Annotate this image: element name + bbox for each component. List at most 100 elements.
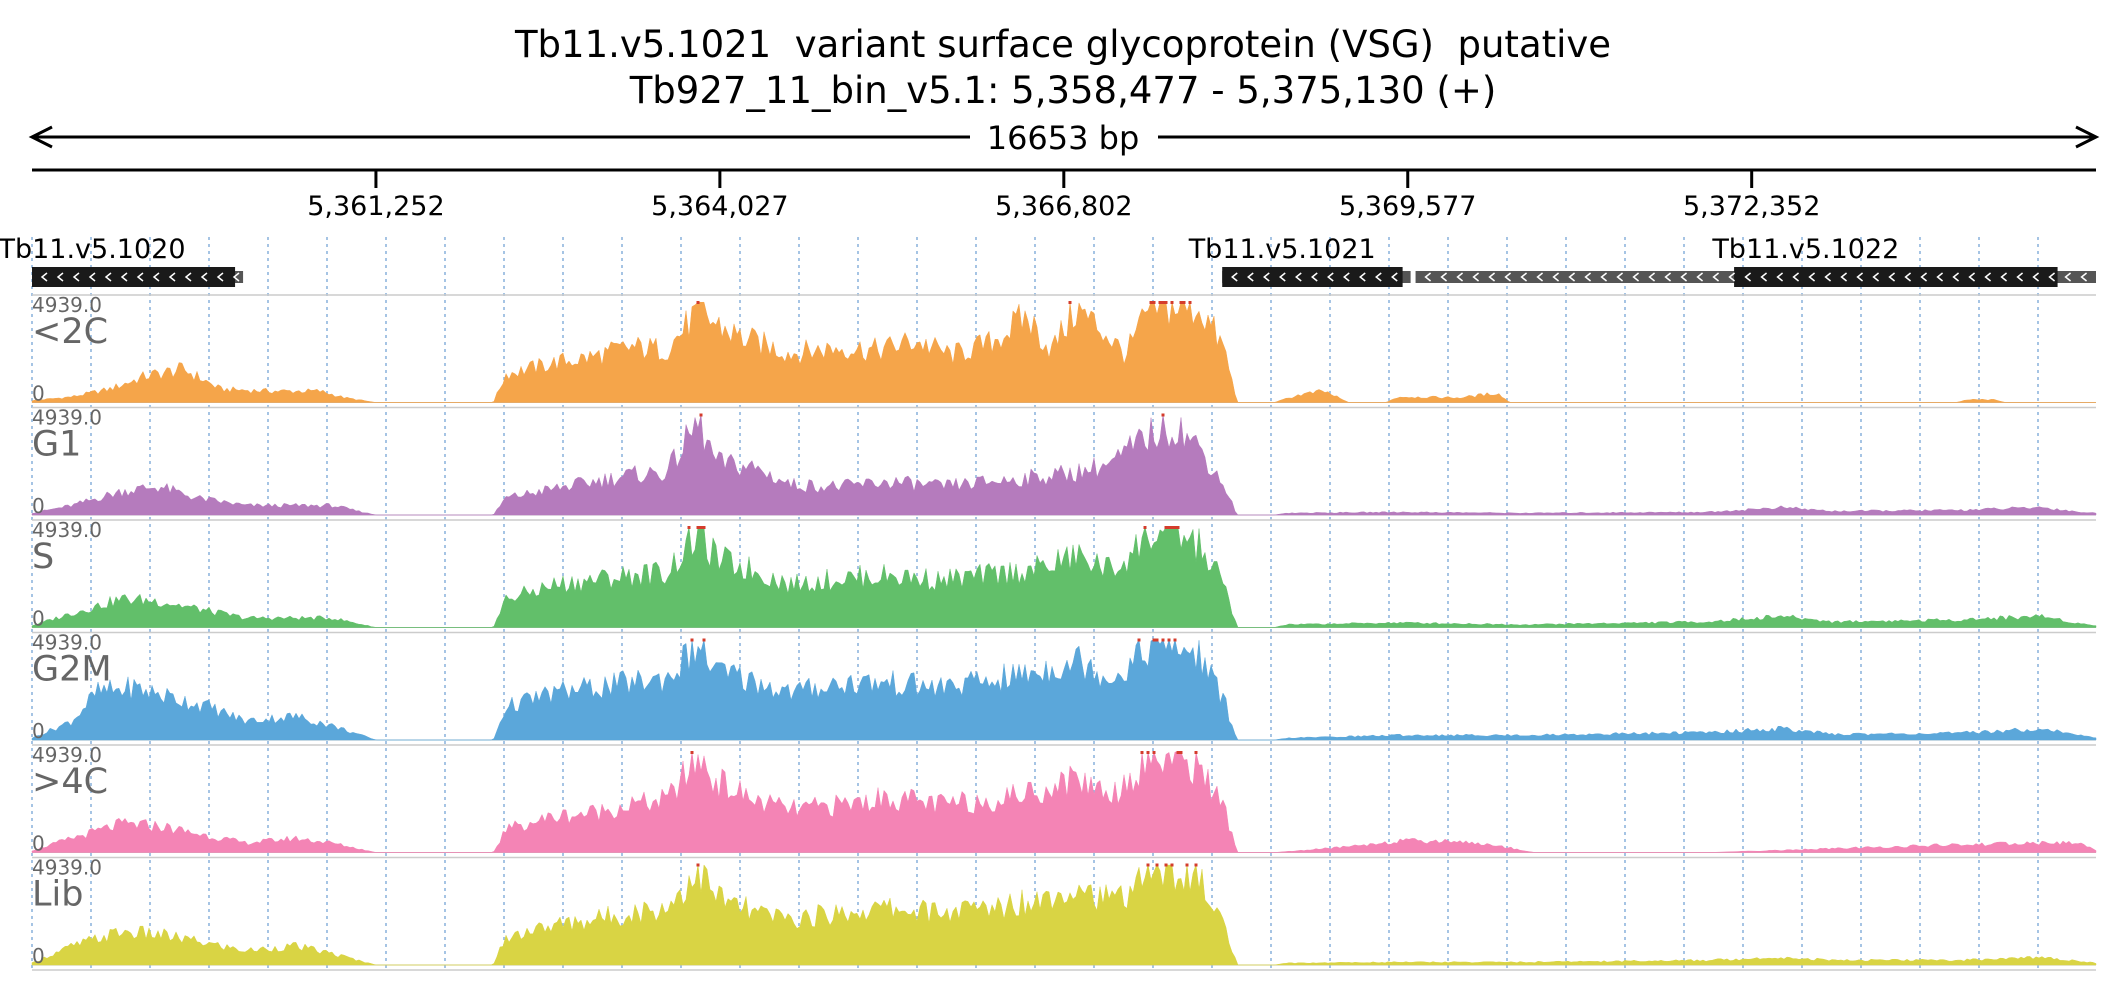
strand-chevron [1632,272,1640,282]
strand-chevron [216,272,224,282]
clip-indicator [702,526,706,529]
clip-indicator [1173,638,1177,642]
clip-indicator [1194,751,1198,754]
clip-indicator [690,751,694,754]
strand-chevron [1856,272,1864,282]
strand-chevron [1359,272,1366,282]
track-min-label: 0 [32,494,45,518]
track-max-label: 4939.0 [32,406,102,430]
strand-chevron [184,272,192,282]
ruler-tick-label: 5,372,352 [1683,191,1820,222]
strand-chevron [2048,272,2056,282]
ruler-tick-label: 5,361,252 [307,191,444,222]
strand-chevron [1247,272,1254,282]
strand-chevron [1664,272,1672,282]
strand-chevron [1456,272,1464,282]
strand-chevron [1760,272,1768,282]
strand-chevron [1888,272,1896,282]
track-max-label: 4939.0 [32,518,102,542]
clip-indicator [1173,526,1177,529]
strand-chevron [1712,272,1720,282]
strand-chevron [40,272,48,282]
strand-chevron [1984,272,1992,282]
strand-chevron [1920,272,1928,282]
gene-label: Tb11.v5.1020 [0,234,186,265]
coverage-area [31,301,2096,403]
strand-chevron [1375,272,1382,282]
coverage-area [31,863,2097,966]
clip-indicator [690,638,694,642]
clip-indicator [687,526,691,529]
clip-indicator [1152,638,1156,642]
gene-label: Tb11.v5.1021 [1188,234,1376,265]
strand-chevron [1968,272,1976,282]
strand-chevron [1327,272,1334,282]
strand-chevron [152,272,160,282]
strand-chevron [2064,272,2072,282]
clip-indicator [1176,751,1180,754]
coverage-area [31,638,2097,741]
clip-indicator [1164,526,1168,529]
strand-chevron [1936,272,1944,282]
strand-chevron [1776,272,1784,282]
clip-indicator [696,526,700,529]
coverage-tracks: 4939.0<2C04939.0G104939.0S04939.0G2M0493… [31,293,2097,971]
clip-indicator [1182,301,1186,304]
strand-chevron [1744,272,1752,282]
track-min-label: 0 [32,719,45,743]
clip-indicator [1179,751,1183,754]
strand-chevron [1728,272,1736,282]
strand-chevron [56,272,64,282]
clip-indicator [1155,863,1159,867]
coverage-area [31,414,2097,516]
track-max-label: 4939.0 [32,293,102,317]
track-name-label: >4C [32,762,108,802]
ruler-tick-label: 5,369,577 [1339,191,1476,222]
clip-indicator [1143,526,1147,529]
gene-label: Tb11.v5.1022 [1711,234,1899,265]
track-max-label: 4939.0 [32,743,102,767]
strand-chevron [1904,272,1912,282]
track-name-label: G1 [32,425,81,465]
strand-chevron [1472,272,1480,282]
strand-chevron [1295,272,1302,282]
span-arrow: 16653 bp [28,119,2100,157]
strand-chevron [1648,272,1656,282]
strand-chevron [1840,272,1848,282]
track-min-label: 0 [32,832,45,856]
strand-chevron [1552,272,1560,282]
coverage-area [31,526,2097,628]
strand-chevron [1696,272,1704,282]
clip-indicator [1170,301,1174,304]
strand-chevron [1568,272,1576,282]
clip-indicator [1158,301,1162,304]
strand-chevron [1279,272,1286,282]
strand-chevron [1504,272,1512,282]
clip-indicator [1167,526,1171,529]
strand-chevron [120,272,128,282]
coordinate-ruler: 5,361,252 5,364,027 5,366,802 5,369,577 5,37… [32,168,2096,222]
track-name-label: G2M [32,650,112,690]
strand-chevron [200,272,208,282]
strand-chevron [104,272,112,282]
strand-chevron [1520,272,1528,282]
strand-chevron [2032,272,2040,282]
clip-indicator [1161,301,1165,304]
strand-chevron [1952,272,1960,282]
clip-indicator [1137,638,1141,642]
clip-indicator [702,638,706,642]
clip-indicator [1164,301,1168,304]
chart-subtitle: Tb927_11_bin_v5.1: 5,358,477 - 5,375,130… [629,69,1497,112]
strand-chevron [1263,272,1270,282]
clip-indicator [696,301,700,304]
track-max-label: 4939.0 [32,856,102,880]
clip-indicator [1194,863,1198,867]
track-name-label: Lib [32,875,83,915]
span-length-label: 16653 bp [987,119,1140,157]
gene-cds-bar [1734,267,2058,287]
clip-indicator [1188,301,1192,304]
strand-chevron [136,272,144,282]
clip-indicator [1149,301,1153,304]
strand-chevron [1231,272,1238,282]
